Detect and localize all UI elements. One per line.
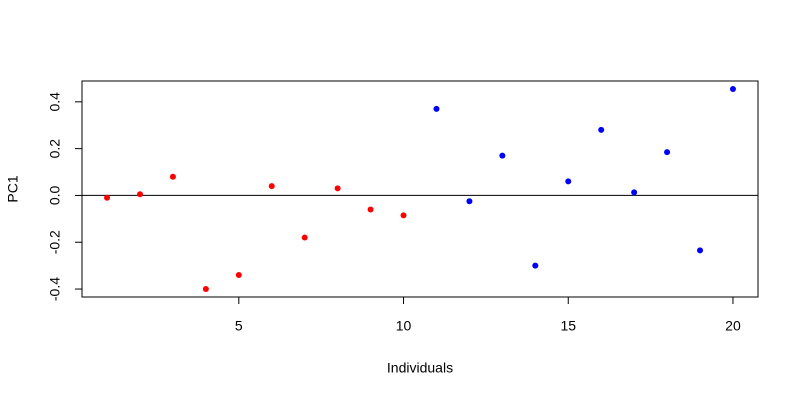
data-point [729,85,736,92]
y-tick-label: -0.2 [47,230,63,254]
data-point [433,105,440,112]
data-point [367,206,374,213]
x-tick-label: 10 [396,318,412,334]
data-point [598,126,605,133]
data-point [664,149,671,156]
x-axis-label: Individuals [387,360,453,376]
data-point [104,194,111,201]
y-tick-label: 0.0 [47,185,63,205]
data-point [565,178,572,185]
data-point [268,183,275,190]
data-point [301,234,308,241]
data-point [400,212,407,219]
data-point [334,185,341,192]
data-point [169,173,176,180]
data-point [136,191,143,198]
data-point [631,189,638,196]
y-tick-label: 0.2 [47,139,63,159]
data-point [532,262,539,269]
data-point [697,247,704,254]
y-tick-label: 0.4 [47,92,63,112]
data-point [499,152,506,159]
data-point [466,198,473,205]
y-axis-label: PC1 [5,175,21,202]
x-tick-label: 5 [235,318,243,334]
y-tick-label: -0.4 [47,277,63,301]
data-point [235,272,242,279]
x-tick-label: 20 [725,318,741,334]
x-tick-label: 15 [560,318,576,334]
data-point [202,286,209,293]
plot-frame [81,80,759,298]
